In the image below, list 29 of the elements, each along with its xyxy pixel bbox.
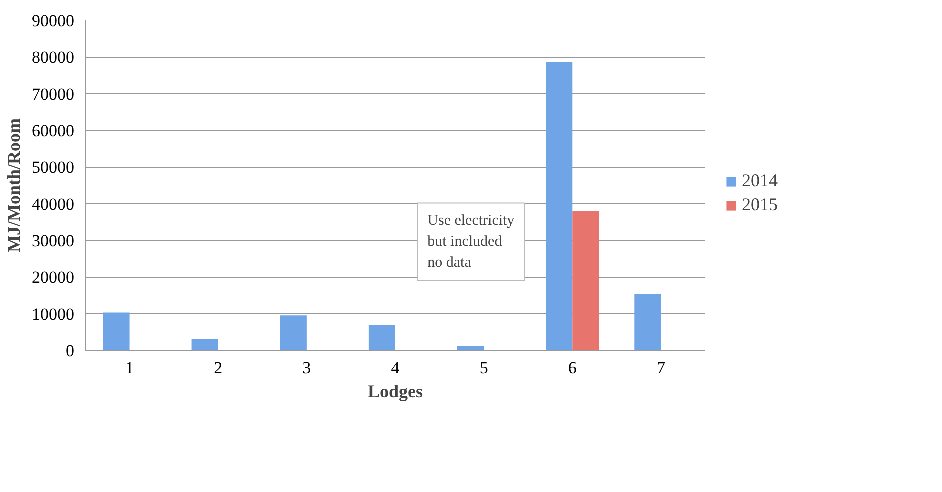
- y-tick-label: 70000: [32, 84, 74, 104]
- x-tick-label: 3: [302, 358, 312, 378]
- y-tick-label: 50000: [32, 158, 74, 178]
- bar: [280, 316, 307, 350]
- legend-label: 2014: [742, 170, 778, 192]
- y-tick-label: 60000: [32, 122, 74, 140]
- x-tick-label: 6: [568, 358, 577, 378]
- bar: [192, 340, 218, 350]
- bar: [546, 62, 573, 350]
- y-tick-label: 20000: [32, 268, 74, 288]
- x-tick-label: 4: [391, 358, 400, 378]
- y-tick-label: 30000: [32, 232, 74, 250]
- bar: [634, 294, 662, 350]
- x-tick-label: 5: [480, 358, 488, 378]
- y-axis-title: MJ/Month/Room: [4, 118, 24, 252]
- y-tick-label: 0: [66, 342, 74, 360]
- y-tick-label: 80000: [32, 48, 74, 68]
- legend-label: 2015: [742, 194, 778, 216]
- bar: [368, 325, 396, 350]
- x-tick-label: 2: [214, 358, 223, 378]
- bar: [103, 312, 130, 350]
- y-tick-label: 40000: [32, 194, 74, 214]
- y-tick-label: 90000: [32, 12, 74, 30]
- x-tick-label: 1: [126, 358, 134, 378]
- annotation: Use electricity but included no data: [428, 213, 516, 271]
- y-tick-label: 10000: [32, 304, 74, 324]
- bar: [572, 212, 600, 350]
- x-tick-label: 7: [656, 358, 666, 378]
- x-axis-title: Lodges: [368, 382, 424, 402]
